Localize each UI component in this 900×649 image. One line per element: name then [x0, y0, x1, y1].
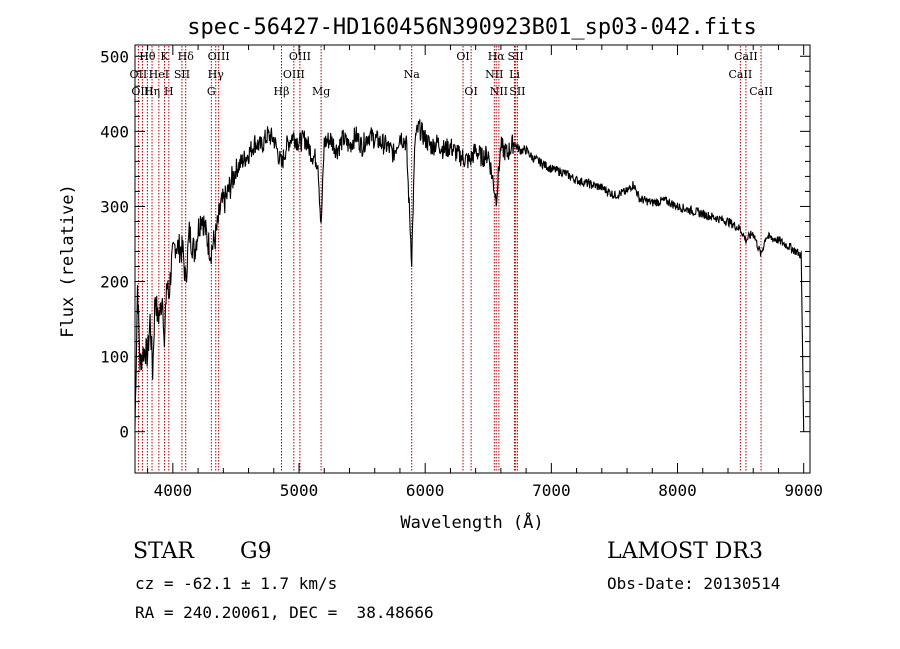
x-tick-label: 4000 [154, 481, 193, 500]
line-label: Hη [144, 85, 160, 98]
y-axis-ticks: 0 100 200 300 400 500 [100, 47, 810, 442]
y-tick-label: 200 [100, 273, 129, 292]
line-label: HeI [149, 68, 169, 81]
ra-dec: RA = 240.20061, DEC = 38.48666 [135, 603, 434, 622]
y-tick-label: 0 [119, 423, 129, 442]
line-label: NII [490, 85, 508, 98]
line-label: K [160, 50, 169, 63]
plot-frame [134, 44, 811, 474]
line-label: CaII [749, 85, 773, 98]
line-label: OIII [289, 50, 311, 63]
subclass: G9 [240, 539, 272, 564]
line-label: OIII [131, 85, 153, 98]
y-tick-label: 400 [100, 122, 129, 141]
x-tick-label: 8000 [658, 481, 697, 500]
line-label: CaII [729, 68, 753, 81]
redshift-cz: cz = -62.1 ± 1.7 km/s [135, 574, 338, 593]
line-label: OIII [283, 68, 305, 81]
line-label: Mg [312, 85, 330, 98]
y-tick-label: 300 [100, 197, 129, 216]
line-label: OIII [208, 50, 230, 63]
x-tick-label: 5000 [280, 481, 319, 500]
y-tick-label: 500 [100, 47, 129, 66]
line-label: SII [174, 68, 190, 81]
line-label: NII [485, 68, 503, 81]
x-axis-label: Wavelength (Å) [400, 511, 543, 533]
line-label: H [164, 85, 174, 98]
line-label: Hδ [178, 50, 195, 63]
line-label: Hα [488, 50, 506, 63]
spectral-line-markers [137, 46, 762, 472]
line-label: G [207, 85, 216, 98]
line-label: Na [404, 68, 421, 81]
survey-name: LAMOST DR3 [607, 539, 763, 564]
x-axis-ticks: 4000 5000 6000 7000 8000 9000 [147, 45, 823, 500]
line-label: SII [509, 85, 525, 98]
x-tick-label: 6000 [406, 481, 445, 500]
line-label: Hβ [274, 85, 290, 98]
object-class: STAR [133, 539, 194, 564]
x-tick-label: 7000 [532, 481, 571, 500]
line-label: Li [509, 68, 520, 81]
y-axis-label: Flux (relative) [58, 184, 78, 338]
obs-date: Obs-Date: 20130514 [607, 574, 781, 593]
line-label: OI [464, 85, 477, 98]
x-tick-label: 9000 [784, 481, 823, 500]
line-label: Hγ [208, 68, 225, 81]
line-label: OI [456, 50, 469, 63]
chart-title: spec-56427-HD160456N390923B01_sp03-042.f… [187, 15, 757, 40]
spectrum-line [134, 119, 805, 432]
line-label: SII [508, 50, 524, 63]
line-label: OII [130, 68, 148, 81]
line-label: CaII [734, 50, 758, 63]
y-tick-label: 100 [100, 348, 129, 367]
line-label: Hθ [139, 50, 156, 63]
